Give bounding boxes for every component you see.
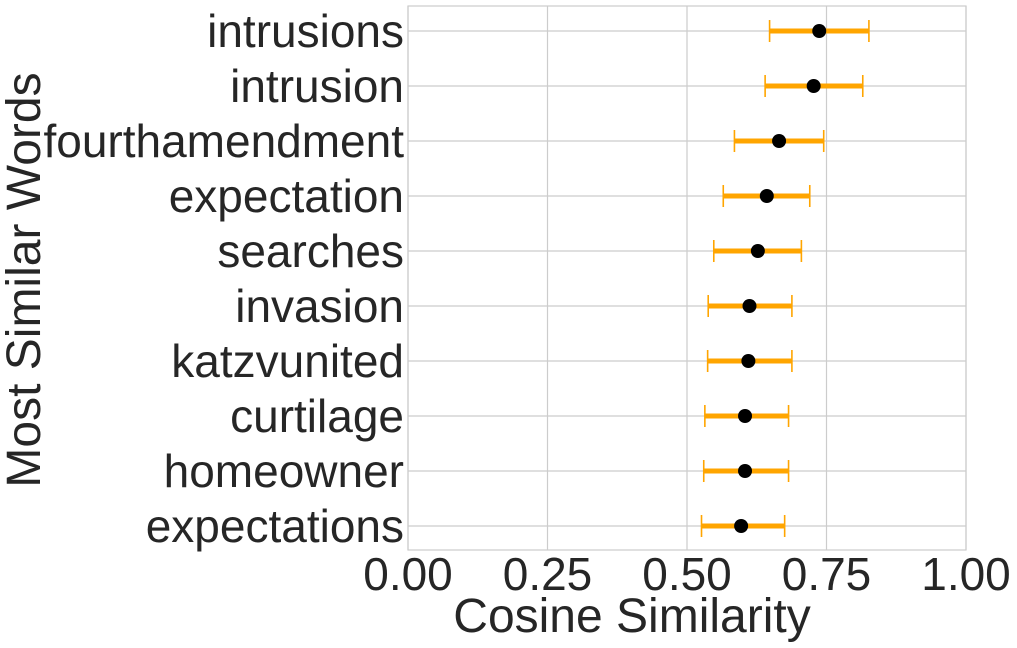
plot-frame xyxy=(407,5,967,551)
y-tick-labels: intrusionsintrusionfourthamendmentexpect… xyxy=(43,5,404,552)
x-tick-label: 1.00 xyxy=(921,548,1011,600)
x-tick-label: 0.00 xyxy=(363,548,453,600)
grid xyxy=(407,6,967,550)
data-point xyxy=(742,299,757,313)
data-point xyxy=(738,464,753,478)
x-tick-label: 0.25 xyxy=(503,548,593,600)
data-point xyxy=(759,189,774,203)
data-point xyxy=(806,79,821,93)
data-point xyxy=(750,244,765,258)
x-axis-label: Cosine Similarity xyxy=(453,590,810,643)
y-tick-label: expectations xyxy=(146,500,404,552)
y-tick-label: intrusion xyxy=(230,60,404,112)
y-tick-label: homeowner xyxy=(164,445,404,497)
data-point xyxy=(734,519,749,533)
data-point xyxy=(772,134,787,148)
y-tick-label: fourthamendment xyxy=(43,115,404,167)
y-tick-label: curtilage xyxy=(230,390,404,442)
error-bars xyxy=(700,20,870,537)
x-tick-labels: 0.00 0.25 0.50 0.75 1.00 xyxy=(363,548,1011,600)
y-tick-label: intrusions xyxy=(207,5,404,57)
y-tick-label: invasion xyxy=(235,280,404,332)
data-point xyxy=(738,409,753,423)
y-tick-label: searches xyxy=(217,225,404,277)
data-point xyxy=(812,24,827,38)
y-tick-label: katzvunited xyxy=(171,335,404,387)
data-point xyxy=(741,354,756,368)
x-tick-label: 0.50 xyxy=(642,548,732,600)
y-tick-label: expectation xyxy=(169,170,404,222)
x-tick-label: 0.75 xyxy=(782,548,872,600)
y-axis-label: Most Similar Words xyxy=(0,72,51,487)
data-points xyxy=(734,24,827,533)
